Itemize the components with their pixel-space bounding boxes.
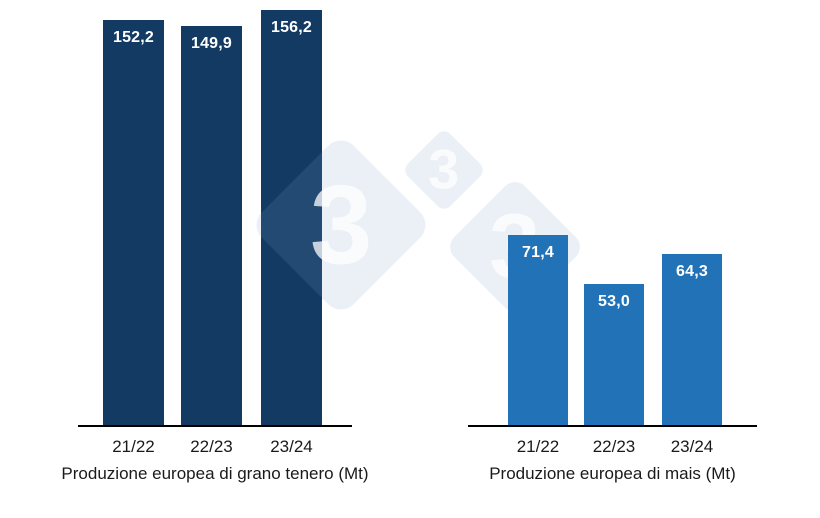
bar-21-22: 71,4 [508, 235, 568, 425]
bar-value-label: 149,9 [190, 35, 233, 52]
bar-23-24: 64,3 [662, 254, 722, 425]
maize-chart-title: Produzione europea di mais (Mt) [489, 464, 736, 483]
maize-x-axis-line [468, 425, 757, 427]
watermark-digit-3: 3 [428, 138, 460, 201]
maize-production-chart: Produzione europea di mais (Mt) 71,4 21/2… [468, 0, 757, 518]
bar-21-22: 152,2 [103, 20, 164, 425]
x-tick-label-23-24: 23/24 [670, 437, 714, 456]
bar-value-label: 71,4 [522, 244, 554, 261]
bar-22-23: 149,9 [181, 26, 242, 425]
bar-value-label: 64,3 [676, 263, 708, 280]
x-tick-label-22-23: 22/23 [592, 437, 636, 456]
bar-23-24: 156,2 [261, 10, 322, 425]
wheat-chart-title: Produzione europea di grano tenero (Mt) [61, 464, 369, 483]
wheat-x-axis-line [78, 425, 352, 427]
bar-22-23: 53,0 [584, 284, 644, 425]
wheat-production-chart: Produzione europea di grano tenero (Mt) … [61, 0, 369, 518]
bar-value-label: 156,2 [270, 19, 313, 36]
x-tick-label-21-22: 21/22 [112, 437, 155, 456]
bar-value-label: 152,2 [112, 29, 155, 46]
x-tick-label-21-22: 21/22 [516, 437, 560, 456]
x-tick-label-23-24: 23/24 [270, 437, 313, 456]
x-tick-label-22-23: 22/23 [190, 437, 233, 456]
bar-value-label: 53,0 [598, 293, 630, 310]
